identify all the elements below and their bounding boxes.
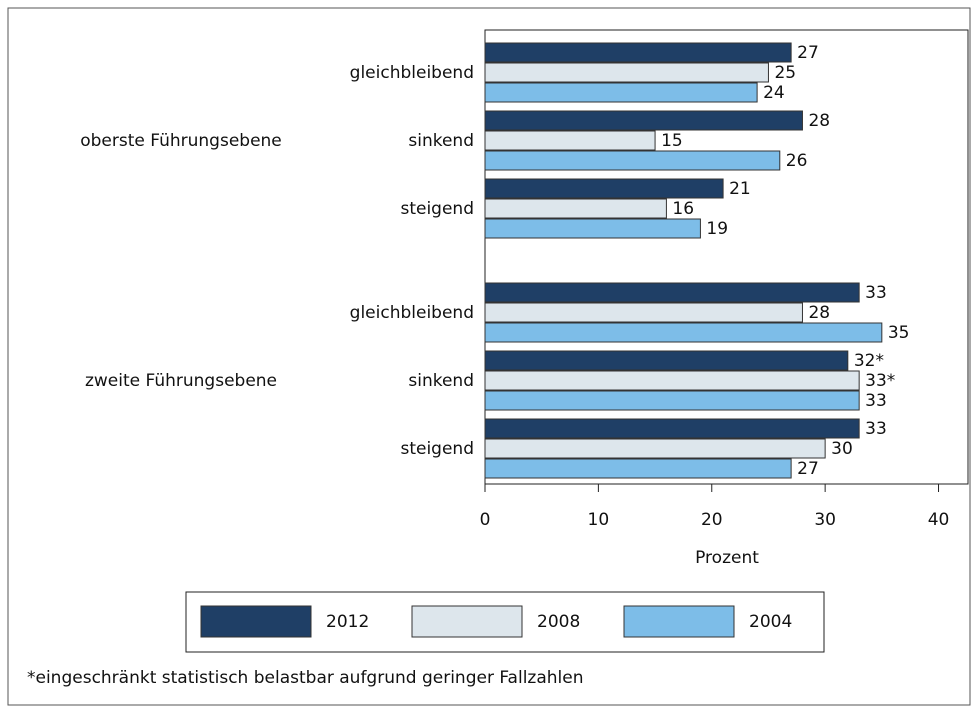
value-label: 27 <box>797 43 819 63</box>
legend-label: 2004 <box>749 612 792 632</box>
value-label: 33 <box>865 283 887 303</box>
value-label: 32* <box>854 351 884 371</box>
value-label: 21 <box>729 179 751 199</box>
x-tick-label: 30 <box>814 510 836 530</box>
bar <box>484 42 792 63</box>
value-label: 24 <box>763 83 785 103</box>
value-label: 33* <box>865 371 895 391</box>
x-tick-label: 0 <box>480 510 491 530</box>
plot-area <box>484 29 969 485</box>
bar <box>484 150 781 171</box>
frame <box>7 7 971 706</box>
bar <box>484 438 826 459</box>
legend-swatch <box>411 605 523 638</box>
bar <box>484 130 656 151</box>
value-label: 15 <box>661 131 683 151</box>
value-label: 25 <box>774 63 796 83</box>
bar <box>484 198 667 219</box>
bar <box>484 350 849 371</box>
value-label: 16 <box>672 199 694 219</box>
y-tick-label: steigend <box>400 439 474 459</box>
legend-swatch <box>200 605 312 638</box>
bar <box>484 178 724 199</box>
group-label: oberste Führungsebene <box>80 131 282 151</box>
y-tick-label: gleichbleibend <box>350 303 474 323</box>
value-label: 33 <box>865 419 887 439</box>
value-label: 28 <box>808 303 830 323</box>
bar <box>484 418 860 439</box>
value-label: 35 <box>888 323 910 343</box>
value-label: 27 <box>797 459 819 479</box>
y-tick-label: steigend <box>400 199 474 219</box>
x-tick-label: 40 <box>928 510 950 530</box>
legend-label: 2008 <box>537 612 580 632</box>
bar <box>484 110 803 131</box>
x-tick-label: 10 <box>588 510 610 530</box>
value-label: 33 <box>865 391 887 411</box>
group-label: zweite Führungsebene <box>85 371 277 391</box>
y-tick-label: gleichbleibend <box>350 63 474 83</box>
bar <box>484 390 860 411</box>
x-tick-label: 20 <box>701 510 723 530</box>
value-label: 19 <box>706 219 728 239</box>
value-label: 30 <box>831 439 853 459</box>
legend-swatch <box>623 605 735 638</box>
bar <box>484 458 792 479</box>
bar <box>484 302 803 323</box>
bar <box>484 82 758 103</box>
bar <box>484 62 769 83</box>
bar <box>484 322 883 343</box>
legend-label: 2012 <box>326 612 369 632</box>
legend <box>185 591 825 653</box>
bar <box>484 370 860 391</box>
x-axis-label: Prozent <box>695 548 759 568</box>
footnote: *eingeschränkt statistisch belastbar auf… <box>27 668 583 688</box>
y-tick-label: sinkend <box>408 131 474 151</box>
bar <box>484 218 701 239</box>
bar <box>484 282 860 303</box>
y-tick-label: sinkend <box>408 371 474 391</box>
value-label: 28 <box>808 111 830 131</box>
value-label: 26 <box>786 151 808 171</box>
